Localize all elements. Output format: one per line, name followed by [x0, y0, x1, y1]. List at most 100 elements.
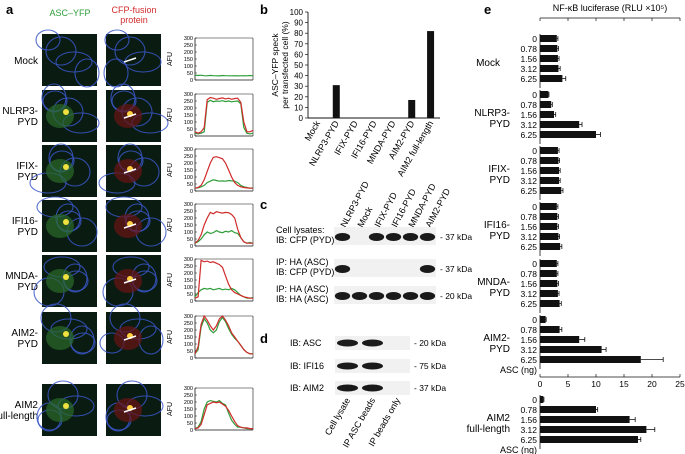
lane-label: Mock: [355, 205, 374, 229]
category-label: 3.12: [520, 176, 537, 186]
col-header-yfp: ASC–YFP: [49, 8, 90, 18]
bar: [540, 111, 554, 118]
category-label: Mock: [303, 119, 323, 143]
tick-label: 300: [184, 202, 193, 208]
tick-label: 5: [566, 379, 571, 389]
tick-label: 300: [184, 36, 193, 42]
category-label: 0.78: [520, 325, 537, 335]
tick-label: 20: [647, 379, 657, 389]
bar: [540, 65, 559, 72]
tick-label: 0: [538, 379, 543, 389]
category-label: 0: [532, 146, 537, 156]
mw-marker: - 37 kDa: [440, 232, 472, 242]
group-label: IFIX-PYD: [488, 164, 510, 186]
series-line: [194, 96, 254, 134]
panel-letter-e: e: [484, 2, 491, 17]
bar: [540, 91, 549, 98]
blot-band: [402, 292, 419, 300]
series-line: [194, 229, 254, 244]
tick-label: 0: [190, 189, 193, 195]
panel-letter-a: a: [6, 2, 14, 17]
bar: [540, 35, 557, 42]
bar: [540, 406, 596, 413]
axis-label: AFU: [167, 218, 174, 232]
category-label: 1.56: [520, 54, 537, 64]
bar: [540, 300, 560, 307]
bar: [540, 416, 630, 423]
category-label: 3.12: [520, 289, 537, 299]
asc-label: ASC (ng): [500, 365, 537, 375]
tick-label: 80: [294, 29, 303, 38]
green-cell: [46, 269, 74, 293]
tick-label: 300: [184, 386, 193, 392]
mw-marker: - 37 kDa: [440, 264, 472, 274]
tick-label: 300: [184, 257, 193, 263]
tick-label: 100: [184, 120, 193, 126]
panel-d-blot: IB: ASC - 20 kDa IB: IFI16 - 75 kDa IB: AIM2…: [290, 336, 446, 449]
bar: [540, 131, 596, 138]
mw-marker: - 20 kDa: [440, 291, 472, 301]
tick-label: 200: [184, 216, 193, 222]
category-label: 0: [532, 395, 537, 405]
category-label: 0.78: [520, 405, 537, 415]
panel-e-chart: NF-κB luciferase (RLU ×10⁵)Mock00.781.56…: [467, 3, 685, 454]
blot-band: [334, 265, 351, 273]
tick-label: 0: [299, 114, 304, 123]
blot-band: [334, 292, 351, 300]
blot-row-label: IB: IFI16: [290, 361, 324, 371]
tick-label: 200: [184, 50, 193, 56]
series-line: [194, 316, 253, 355]
speck: [63, 109, 69, 115]
series-line: [194, 211, 253, 244]
cell-outline: [45, 36, 77, 66]
bar: [540, 167, 560, 174]
blot-band: [362, 384, 383, 392]
category-label: 0.78: [520, 156, 537, 166]
tick-label: 100: [290, 8, 304, 17]
speck: [63, 331, 69, 337]
tick-label: 100: [184, 230, 193, 236]
tick-label: 300: [184, 147, 193, 153]
blot-band: [337, 384, 358, 392]
bar: [540, 346, 602, 353]
panel-letter-d: d: [260, 331, 268, 346]
group-label: IFI16-PYD: [484, 220, 510, 242]
bar: [540, 280, 558, 287]
blot-band: [368, 233, 385, 241]
bar: [540, 177, 560, 184]
tick-label: 250: [184, 264, 193, 270]
line-scan-marker: [123, 113, 137, 119]
line-scan-marker: [123, 407, 137, 413]
tick-label: 250: [184, 209, 193, 215]
tick-label: 0: [190, 299, 193, 305]
tick-label: 50: [187, 182, 193, 188]
micrograph: [106, 34, 161, 86]
category-label: 0: [532, 315, 537, 325]
tick-label: 0: [190, 134, 193, 140]
tick-label: 250: [184, 43, 193, 49]
tick-label: 200: [184, 400, 193, 406]
blot-band: [337, 339, 358, 347]
tick-label: 50: [187, 127, 193, 133]
blot-band: [368, 292, 385, 300]
cell-outline: [35, 29, 61, 51]
blot-band: [337, 362, 358, 370]
series-line: [194, 259, 253, 299]
bar: [408, 99, 416, 118]
tick-label: 70: [294, 40, 303, 49]
category-label: 6.25: [520, 74, 537, 84]
blot-band: [362, 339, 383, 347]
group-label: MNDA-PYD: [477, 277, 510, 299]
category-label: 3.12: [520, 64, 537, 74]
speck: [63, 403, 69, 409]
bar: [540, 75, 563, 82]
blot-band: [351, 292, 368, 300]
category-label: 3.12: [520, 425, 537, 435]
row-label: MNDA-PYD: [5, 271, 38, 293]
tick-label: 50: [187, 237, 193, 243]
blot-band: [362, 362, 383, 370]
bar: [540, 260, 557, 267]
mw-marker: - 37 kDa: [414, 383, 446, 393]
